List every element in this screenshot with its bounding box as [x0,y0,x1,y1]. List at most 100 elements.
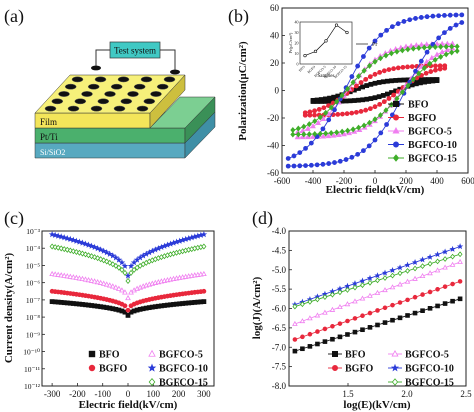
plot-c-legend: BFO BGFO BGFCO-5 BGFCO-10 BGFCO-15 [88,349,208,389]
data-point [315,329,320,334]
data-point [295,125,301,132]
data-point [424,49,430,55]
data-point [100,247,107,254]
electrode [67,105,80,112]
data-point [332,107,337,113]
electrode [110,83,123,90]
data-point [442,13,447,18]
data-point [372,38,378,44]
x-tick-label: -400 [305,176,322,186]
data-point [389,112,395,118]
data-point [438,43,444,50]
data-point [330,132,337,138]
data-point [109,283,116,289]
y-tick-label: -20 [267,113,279,123]
data-point [292,348,298,354]
data-point [449,245,456,252]
data-point [307,315,313,321]
data-point [393,78,399,83]
x-tick-label: -100 [94,389,111,399]
electrode [156,83,169,90]
y-tick-label: -6.5 [272,323,287,333]
data-point [125,312,131,318]
data-point [341,131,347,137]
data-point [397,270,403,277]
data-point [454,47,460,54]
data-point [351,98,357,103]
series-BGFO [292,279,463,342]
data-point [367,119,373,126]
data-point [326,161,332,166]
x-tick-label: 200 [172,389,186,399]
electrode [81,91,93,97]
data-point [349,74,355,79]
panel-b: (b) -600 -400 -200 0 200 400 600-60-40-2002040… [228,3,474,196]
y-tick-label: 10⁻¹¹ [24,365,40,374]
data-point [412,294,418,300]
plot-d-legend: BFO BGFO BGFCO-5 BGFCO-10 BGFCO-15 [328,350,454,389]
plot-b-ylabel: Polarization(µC/cm²) [237,41,249,141]
data-point [310,133,316,139]
data-point [413,81,419,87]
y-tick-label: -8.0 [272,381,287,391]
data-point [306,121,312,128]
electrode [44,105,57,112]
inset-point [313,49,318,54]
data-point [355,151,361,157]
data-point [312,112,317,118]
data-point [131,266,137,273]
data-point [201,288,207,294]
data-point [439,48,446,55]
legend-marker [391,350,399,357]
data-point [430,78,436,84]
legend-marker [88,364,96,372]
plot-d-series [291,243,464,354]
data-point [79,275,86,282]
data-point [383,52,389,59]
plot-c-series [48,230,208,318]
data-point [384,78,390,84]
data-point [125,294,131,301]
plot-b-xlabel: Electric field(kV/cm) [326,184,425,196]
y-tick-label: -60 [267,168,279,178]
electrode-array [44,65,180,112]
electrode [143,98,156,105]
data-point [418,15,424,20]
data-point [64,273,71,279]
data-point [299,318,306,324]
data-point [320,133,327,139]
data-point [390,272,395,279]
data-point [383,107,389,114]
data-point [119,287,125,293]
legend-label: BGFO [408,113,437,124]
data-point [426,79,432,84]
data-point [315,341,320,347]
data-point [418,58,424,64]
data-point [444,46,451,53]
data-point [89,253,95,260]
pt-label: Pt/Ti [40,132,58,142]
data-point [322,294,328,300]
data-point [353,109,359,115]
data-point [353,83,359,89]
data-point [352,284,358,291]
data-point [299,301,305,308]
data-point [116,285,122,291]
data-point [113,262,119,269]
data-point [328,129,334,137]
data-point [378,32,384,38]
legend-label: BGFCO-5 [159,350,203,361]
data-point [297,150,303,156]
data-point [450,298,455,304]
legend-marker [391,378,399,386]
panel-d-label: (d) [252,208,273,229]
data-point [55,271,62,277]
legend-marker [148,349,156,357]
data-point [427,270,433,276]
data-point [61,272,68,278]
data-point [349,110,355,116]
data-point [307,344,313,349]
data-point [372,104,378,110]
data-point [418,41,425,47]
x-tick-label: 400 [430,176,444,186]
